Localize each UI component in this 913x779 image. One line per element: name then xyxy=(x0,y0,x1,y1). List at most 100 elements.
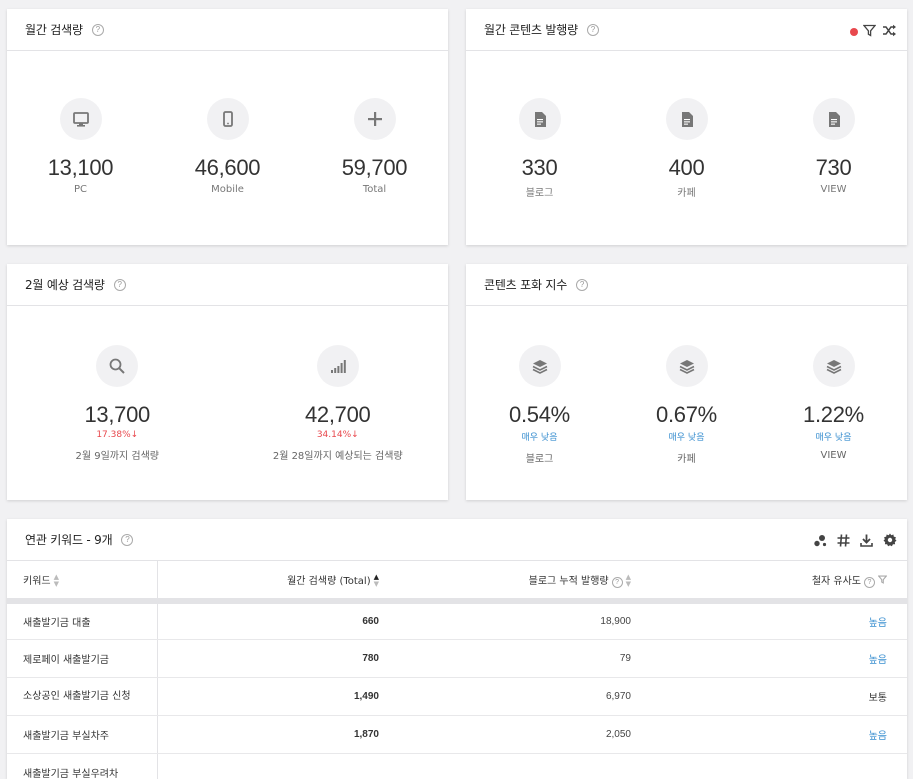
monthly-search-card: 월간 검색량 ? 13,100 PC 46,600 Mobile 59,700 … xyxy=(7,9,448,245)
stat-delta: 17.38%↓ xyxy=(96,430,139,440)
card-title: 2월 예상 검색량 xyxy=(25,278,105,292)
document-icon xyxy=(518,98,561,140)
column-monthly-search[interactable]: 월간 검색량 (Total) ▲ ▼ xyxy=(287,572,379,588)
table-header-row: 키워드 ▲ ▼ 월간 검색량 (Total) ▲ ▼ 블로그 누적 발행량 ?▲ ▼ 철자 … xyxy=(7,561,907,601)
stat-search-forecast: 42,700 34.14%↓ 2월 28일까지 예상되는 검색량 xyxy=(228,345,449,462)
document-icon xyxy=(665,98,708,140)
help-icon[interactable]: ? xyxy=(91,23,104,36)
stat-label: Mobile xyxy=(211,184,244,195)
stat-value: 400 xyxy=(668,155,705,180)
cell-similarity: 높음 xyxy=(647,715,907,754)
cell-blog xyxy=(397,753,647,779)
card-header: 연관 키워드 - 9개 ? xyxy=(7,519,907,561)
help-icon[interactable]: ? xyxy=(113,278,126,291)
card-header: 2월 예상 검색량 ? xyxy=(7,264,448,306)
cell-similarity xyxy=(647,753,907,779)
sort-icon[interactable]: ▲ ▼ xyxy=(53,572,59,588)
stat-blog: 330 블로그 xyxy=(466,98,613,199)
stat-level: 매우 낮음 xyxy=(668,433,705,443)
stat-total: 59,700 Total xyxy=(301,98,448,195)
stat-blog-saturation: 0.54% 매우 낮음 블로그 xyxy=(466,345,613,465)
search-icon xyxy=(96,345,139,387)
layers-icon xyxy=(665,345,708,387)
help-icon[interactable]: ? xyxy=(121,533,134,546)
cell-keyword[interactable]: 새출발기금 부실우려차 xyxy=(7,753,158,779)
plus-icon xyxy=(353,98,396,140)
stat-delta: 34.14%↓ xyxy=(316,430,359,440)
stat-label: 카페 xyxy=(677,188,696,199)
sort-icon[interactable]: ▲ ▼ xyxy=(625,572,631,588)
bubble-chart-icon[interactable] xyxy=(813,532,827,551)
table-row[interactable]: 제로페이 새출발기금 780 79 높음 xyxy=(7,639,907,678)
related-keywords-card: 연관 키워드 - 9개 ? 키워드 ▲ ▼ 월간 검색량 (Total) ▲ ▼ 블로그… xyxy=(7,519,907,779)
layers-icon xyxy=(518,345,561,387)
card-header: 월간 콘텐츠 발행량 ? xyxy=(466,9,907,51)
stat-value: 42,700 xyxy=(305,402,371,427)
stat-search-so-far: 13,700 17.38%↓ 2월 9일까지 검색량 xyxy=(7,345,228,462)
stat-view-saturation: 1.22% 매우 낮음 VIEW xyxy=(760,345,907,465)
cell-blog: 6,970 xyxy=(397,677,647,716)
stat-label: PC xyxy=(73,184,87,195)
cell-similarity: 높음 xyxy=(647,601,907,640)
cell-monthly: 1,490 xyxy=(157,677,397,716)
stat-value: 1.22% xyxy=(803,402,864,427)
stat-value: 0.67% xyxy=(656,402,717,427)
cell-monthly: 1,870 xyxy=(157,715,397,754)
stat-view: 730 VIEW xyxy=(760,98,907,199)
cell-similarity: 보통 xyxy=(647,677,907,716)
download-icon[interactable] xyxy=(860,532,873,551)
cell-keyword[interactable]: 새출발기금 대출 xyxy=(7,601,158,640)
table-row[interactable]: 소상공인 새출발기금 신청 1,490 6,970 보통 xyxy=(7,677,907,716)
stat-label: VIEW xyxy=(820,450,847,461)
cell-monthly: 660 xyxy=(157,601,397,640)
stat-cafe-saturation: 0.67% 매우 낮음 카페 xyxy=(613,345,760,465)
filter-icon[interactable] xyxy=(862,22,877,41)
help-icon[interactable]: ? xyxy=(864,576,875,588)
card-title: 월간 콘텐츠 발행량 xyxy=(484,23,578,37)
cell-keyword[interactable]: 제로페이 새출발기금 xyxy=(7,639,158,678)
column-keyword[interactable]: 키워드 ▲ ▼ xyxy=(7,561,158,601)
cell-monthly xyxy=(157,753,397,779)
stat-value: 330 xyxy=(521,155,558,180)
stat-label: 블로그 xyxy=(525,454,554,465)
monitor-icon xyxy=(59,98,102,140)
help-icon[interactable]: ? xyxy=(611,576,623,588)
stat-value: 0.54% xyxy=(509,402,570,427)
column-similarity[interactable]: 철자 유사도? xyxy=(647,561,907,601)
stat-label: 카페 xyxy=(677,454,696,465)
cell-similarity: 높음 xyxy=(647,639,907,678)
signal-bars-icon xyxy=(316,345,359,387)
mobile-icon xyxy=(206,98,249,140)
stat-label: 블로그 xyxy=(525,188,554,199)
table-row[interactable]: 새출발기금 부실우려차 xyxy=(7,753,907,779)
stat-label: 2월 9일까지 검색량 xyxy=(75,451,159,462)
stat-label: Total xyxy=(362,184,387,195)
help-icon[interactable]: ? xyxy=(576,278,589,291)
cell-keyword[interactable]: 새출발기금 부실차주 xyxy=(7,715,158,754)
shuffle-icon[interactable] xyxy=(882,22,897,41)
keywords-table: 키워드 ▲ ▼ 월간 검색량 (Total) ▲ ▼ 블로그 누적 발행량 ?▲ ▼ 철자 … xyxy=(7,561,907,779)
card-title: 콘텐츠 포화 지수 xyxy=(484,278,568,292)
filter-icon[interactable] xyxy=(877,574,888,587)
table-row[interactable]: 새출발기금 부실차주 1,870 2,050 높음 xyxy=(7,715,907,754)
stat-level: 매우 낮음 xyxy=(815,433,852,443)
forecast-card: 2월 예상 검색량 ? 13,700 17.38%↓ 2월 9일까지 검색량 4… xyxy=(7,264,448,500)
stat-value: 59,700 xyxy=(341,155,408,180)
column-blog-total[interactable]: 블로그 누적 발행량 ?▲ ▼ xyxy=(528,572,631,588)
layers-icon xyxy=(812,345,855,387)
stat-value: 13,700 xyxy=(84,402,151,427)
stat-value: 13,100 xyxy=(47,155,114,180)
sort-asc-icon[interactable]: ▲ ▼ xyxy=(373,572,379,588)
cell-monthly: 780 xyxy=(157,639,397,678)
hashtag-icon[interactable] xyxy=(837,532,850,551)
card-title: 연관 키워드 - 9개 xyxy=(25,533,113,547)
stat-mobile: 46,600 Mobile xyxy=(154,98,301,195)
stat-label: 2월 28일까지 예상되는 검색량 xyxy=(272,451,403,462)
gear-icon[interactable] xyxy=(883,532,897,551)
card-header: 월간 검색량 ? xyxy=(7,9,448,51)
cell-keyword[interactable]: 소상공인 새출발기금 신청 xyxy=(7,677,158,716)
cell-blog: 2,050 xyxy=(397,715,647,754)
table-row[interactable]: 새출발기금 대출 660 18,900 높음 xyxy=(7,601,907,640)
filter-active-dot-icon[interactable] xyxy=(850,27,858,36)
help-icon[interactable]: ? xyxy=(586,23,599,36)
